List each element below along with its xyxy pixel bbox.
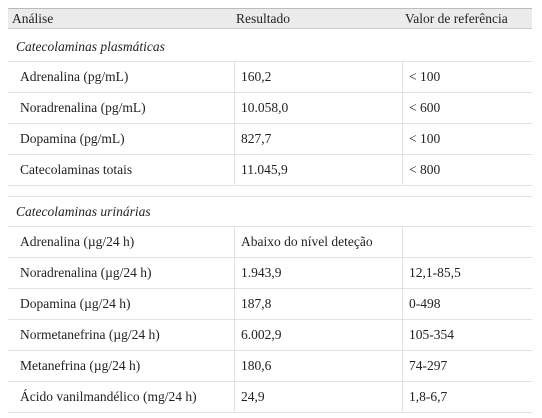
data-cell: 827,7 [234, 124, 402, 154]
data-cell: 180,6 [234, 351, 402, 381]
data-row: Dopamina (µg/24 h) 187,8 0-498 [8, 289, 532, 320]
data-cell: Metanefrina (µg/24 h) [20, 358, 141, 373]
data-row: Ácido vanilmandélico (mg/24 h) 24,9 1,8-6,… [8, 382, 532, 413]
data-cell: < 100 [402, 124, 532, 154]
data-cell [402, 227, 532, 257]
data-cell: 160,2 [234, 62, 402, 92]
data-row: Adrenalina (µg/24 h) Abaixo do nível dete… [8, 227, 532, 258]
data-cell: Noradrenalina (pg/mL) [20, 100, 146, 115]
data-row: Noradrenalina (pg/mL) 10.058,0 < 600 [8, 93, 532, 124]
data-row: Adrenalina (pg/mL) 160,2 < 100 [8, 62, 532, 93]
data-row: Normetanefrina (µg/24 h) 6.002,9 105-354 [8, 320, 532, 351]
header-cell: Análise [12, 10, 54, 26]
section-row: Catecolaminas plasmáticas [8, 32, 532, 62]
data-row: Noradrenalina (µg/24 h) 1.943,9 12,1-85,5 [8, 258, 532, 289]
data-cell: 105-354 [402, 320, 532, 350]
data-cell: 1.943,9 [234, 258, 402, 288]
data-cell: 6.002,9 [234, 320, 402, 350]
data-cell: 12,1-85,5 [402, 258, 532, 288]
data-cell: 24,9 [234, 382, 402, 412]
data-row: Metanefrina (µg/24 h) 180,6 74-297 [8, 351, 532, 382]
data-cell: Adrenalina (µg/24 h) [20, 234, 135, 249]
data-cell: Adrenalina (pg/mL) [20, 69, 129, 84]
data-cell: Dopamina (pg/mL) [20, 131, 125, 146]
data-cell: Normetanefrina (µg/24 h) [20, 327, 160, 342]
data-cell: Abaixo do nível deteção [234, 227, 402, 257]
data-cell: 11.045,9 [234, 155, 402, 185]
data-cell: Noradrenalina (µg/24 h) [20, 265, 152, 280]
data-cell: Dopamina (µg/24 h) [20, 296, 131, 311]
data-cell: 187,8 [234, 289, 402, 319]
data-row: Catecolaminas totais 11.045,9 < 800 [8, 155, 532, 186]
data-cell: 0-498 [402, 289, 532, 319]
header-row: Análise Resultado Valor de referência [8, 8, 532, 29]
data-cell: Catecolaminas totais [20, 162, 133, 177]
data-cell: Ácido vanilmandélico (mg/24 h) [20, 389, 197, 404]
data-cell: 1,8-6,7 [402, 382, 532, 412]
section-row: Catecolaminas urinárias [8, 197, 532, 227]
data-cell: < 800 [402, 155, 532, 185]
spacer-row [8, 186, 532, 197]
data-cell: 74-297 [402, 351, 532, 381]
data-cell: < 600 [402, 93, 532, 123]
data-cell: < 100 [402, 62, 532, 92]
section-title: Catecolaminas plasmáticas [16, 38, 165, 54]
data-cell: 10.058,0 [234, 93, 402, 123]
data-row: Dopamina (pg/mL) 827,7 < 100 [8, 124, 532, 155]
header-cell: Valor de referência [405, 10, 508, 26]
header-cell: Resultado [236, 10, 290, 26]
section-title: Catecolaminas urinárias [16, 203, 151, 219]
